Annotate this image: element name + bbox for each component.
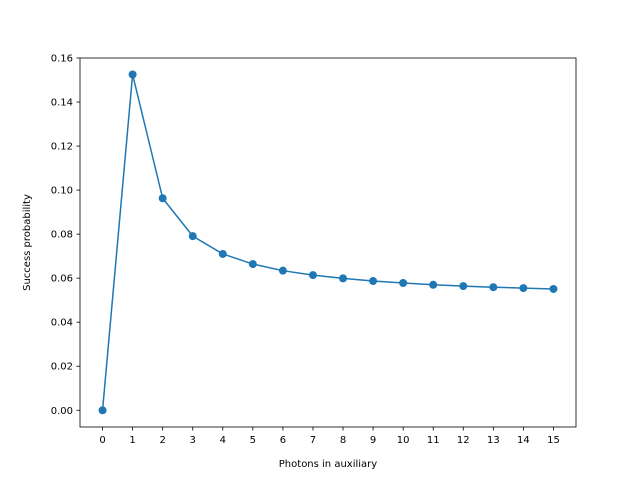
y-tick-label: 0.06 (51, 274, 73, 285)
y-axis-label: Success probability (22, 194, 33, 291)
x-axis-label: Photons in auxiliary (279, 459, 378, 470)
x-tick-label: 9 (370, 435, 376, 446)
y-tick-label: 0.04 (51, 318, 73, 329)
y-tick-label: 0.10 (51, 186, 73, 197)
data-point (188, 232, 197, 241)
x-tick-label: 1 (129, 435, 135, 446)
data-point (98, 406, 107, 415)
x-tick-label: 8 (340, 435, 346, 446)
data-point (128, 70, 137, 79)
x-tick-label: 15 (547, 435, 560, 446)
y-tick-label: 0.16 (51, 54, 73, 65)
x-tick-label: 14 (517, 435, 530, 446)
y-axis-ticks: 0.00 0.02 0.04 0.06 0.08 0.10 0.12 0.14 0.16 (51, 54, 80, 417)
data-point (278, 266, 287, 275)
y-tick-label: 0.02 (51, 362, 73, 373)
data-point (369, 277, 378, 286)
x-tick-label: 10 (397, 435, 410, 446)
x-axis-ticks: 0 1 2 3 4 5 6 7 8 9 10 11 12 13 14 15 (99, 427, 560, 446)
x-tick-label: 12 (457, 435, 470, 446)
data-point (218, 249, 227, 258)
data-point (459, 282, 468, 291)
y-tick-label: 0.08 (51, 230, 73, 241)
x-tick-label: 7 (310, 435, 316, 446)
x-tick-label: 6 (280, 435, 286, 446)
data-point (339, 274, 348, 283)
y-tick-label: 0.00 (51, 406, 73, 417)
plot-area-frame (79, 57, 577, 428)
y-tick-label: 0.14 (51, 98, 73, 109)
x-tick-label: 4 (220, 435, 226, 446)
x-tick-label: 0 (99, 435, 105, 446)
data-point (429, 280, 438, 289)
data-point (308, 271, 317, 280)
x-tick-label: 11 (427, 435, 440, 446)
data-point (519, 284, 528, 293)
x-tick-label: 5 (250, 435, 256, 446)
x-tick-label: 3 (190, 435, 196, 446)
data-point (158, 194, 167, 203)
x-tick-label: 2 (159, 435, 165, 446)
x-tick-label: 13 (487, 435, 500, 446)
series-line (101, 73, 554, 411)
data-point (549, 284, 558, 293)
data-point (399, 279, 408, 288)
data-point (248, 260, 257, 269)
y-tick-label: 0.12 (51, 142, 73, 153)
data-series (98, 70, 558, 415)
data-point (489, 283, 498, 292)
